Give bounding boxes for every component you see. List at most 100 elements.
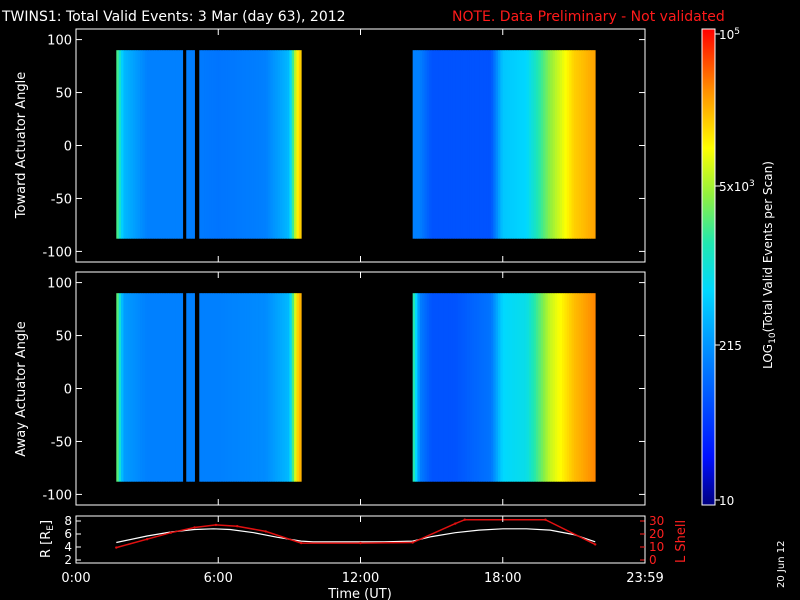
lshell-axis-label: L Shell — [674, 520, 689, 563]
heatmap-cell — [583, 50, 587, 239]
r-axis-label: R [RE] — [39, 520, 56, 558]
x-tick-label: 0:00 — [61, 571, 90, 586]
away-actuator-panel: 100 50 0 -50 -100 Away Actuator Angle — [14, 271, 646, 506]
heatmap-cell — [188, 293, 192, 482]
heatmap-cell — [289, 293, 293, 482]
heatmap-cell — [272, 293, 276, 482]
heatmap-cell — [471, 50, 475, 239]
heatmap-cell — [147, 50, 150, 239]
heatmap-cell — [592, 293, 596, 482]
heatmap-cell — [417, 50, 421, 239]
lshell-point — [236, 525, 239, 528]
heatmap-cell — [227, 293, 231, 482]
heatmap-cell — [241, 50, 245, 239]
colorbar-tick-top-label: 105 — [719, 27, 740, 42]
heatmap-cell — [500, 293, 504, 482]
lshell-point — [411, 541, 414, 544]
heatmap-cell — [173, 50, 176, 239]
heatmap-cell — [175, 50, 179, 239]
heatmap-cell — [260, 293, 264, 482]
heatmap-cell — [234, 293, 238, 482]
heatmap-cell — [495, 293, 499, 482]
heatmap-cell — [149, 50, 153, 239]
heatmap-cell — [448, 293, 451, 482]
heatmap-cell — [132, 50, 136, 239]
lshell-point — [359, 541, 362, 545]
heatmap-cell — [156, 50, 160, 239]
lshell-point — [544, 518, 547, 521]
heatmap-cell — [170, 50, 174, 239]
heatmap-cell — [462, 50, 466, 239]
heatmap-cell — [566, 293, 570, 482]
heatmap-cell — [569, 293, 572, 482]
heatmap-cell — [211, 50, 214, 239]
r-tick-label: 8 — [64, 514, 72, 528]
heatmap-cell — [218, 293, 222, 482]
heatmap-cell — [441, 50, 444, 239]
heatmap-cell — [175, 293, 179, 482]
heatmap-cell — [528, 293, 532, 482]
heatmap-cell — [538, 293, 542, 482]
heatmap-cell — [208, 50, 212, 239]
lshell-series-line — [116, 518, 596, 549]
heatmap-cell — [256, 50, 259, 239]
x-axis-label: Time (UT) — [327, 587, 392, 600]
heatmap-cell — [222, 293, 226, 482]
heatmap-cell — [460, 293, 463, 482]
heatmap-cell — [246, 293, 250, 482]
heatmap-cell — [246, 50, 250, 239]
heatmap-cell — [249, 50, 252, 239]
lshell-points — [115, 518, 597, 549]
heatmap-cell — [147, 293, 150, 482]
heatmap-cell — [118, 293, 122, 482]
heatmap-cell — [128, 293, 131, 482]
heatmap-cell — [578, 293, 582, 482]
heatmap-cell — [116, 293, 120, 482]
heatmap-cell — [186, 50, 190, 239]
heatmap-cell — [550, 293, 553, 482]
chart-title: TWINS1: Total Valid Events: 3 Mar (day 6… — [1, 9, 346, 25]
heatmap-cell — [199, 50, 203, 239]
heatmap-cell — [173, 293, 176, 482]
heatmap-cell — [268, 50, 271, 239]
heatmap-cell — [479, 293, 482, 482]
heatmap-cell — [547, 50, 551, 239]
away-heatmap-cells — [116, 293, 596, 482]
heatmap-cell — [419, 50, 423, 239]
heatmap-cell — [180, 50, 184, 239]
heatmap-cell — [166, 293, 169, 482]
heatmap-cell — [486, 293, 489, 482]
heatmap-cell — [490, 293, 494, 482]
heatmap-cell — [180, 293, 184, 482]
heatmap-cell — [552, 293, 556, 482]
heatmap-cell — [284, 50, 288, 239]
heatmap-cell — [206, 50, 210, 239]
heatmap-cell — [524, 293, 527, 482]
heatmap-cell — [270, 50, 274, 239]
heatmap-cell — [550, 50, 553, 239]
heatmap-cell — [220, 293, 224, 482]
heatmap-cell — [211, 293, 214, 482]
heatmap-cell — [450, 50, 454, 239]
heatmap-cell — [275, 50, 278, 239]
heatmap-cell — [253, 293, 257, 482]
heatmap-cell — [474, 50, 478, 239]
heatmap-cell — [208, 293, 212, 482]
heatmap-cell — [121, 293, 124, 482]
heatmap-cell — [128, 50, 131, 239]
heatmap-cell — [469, 293, 473, 482]
heatmap-cell — [282, 50, 286, 239]
heatmap-cell — [279, 50, 283, 239]
heatmap-cell — [412, 293, 416, 482]
heatmap-cell — [543, 293, 546, 482]
heatmap-cell — [566, 50, 570, 239]
heatmap-cell — [258, 293, 262, 482]
heatmap-cell — [296, 50, 300, 239]
heatmap-cell — [524, 50, 527, 239]
heatmap-cell — [232, 293, 236, 482]
heatmap-cell — [166, 50, 169, 239]
heatmap-cell — [580, 50, 584, 239]
date-stamp: 20 Jun 12 — [776, 541, 787, 588]
toward-actuator-panel: 100 50 0 -50 -100 Toward Actuator Angle — [14, 28, 646, 263]
